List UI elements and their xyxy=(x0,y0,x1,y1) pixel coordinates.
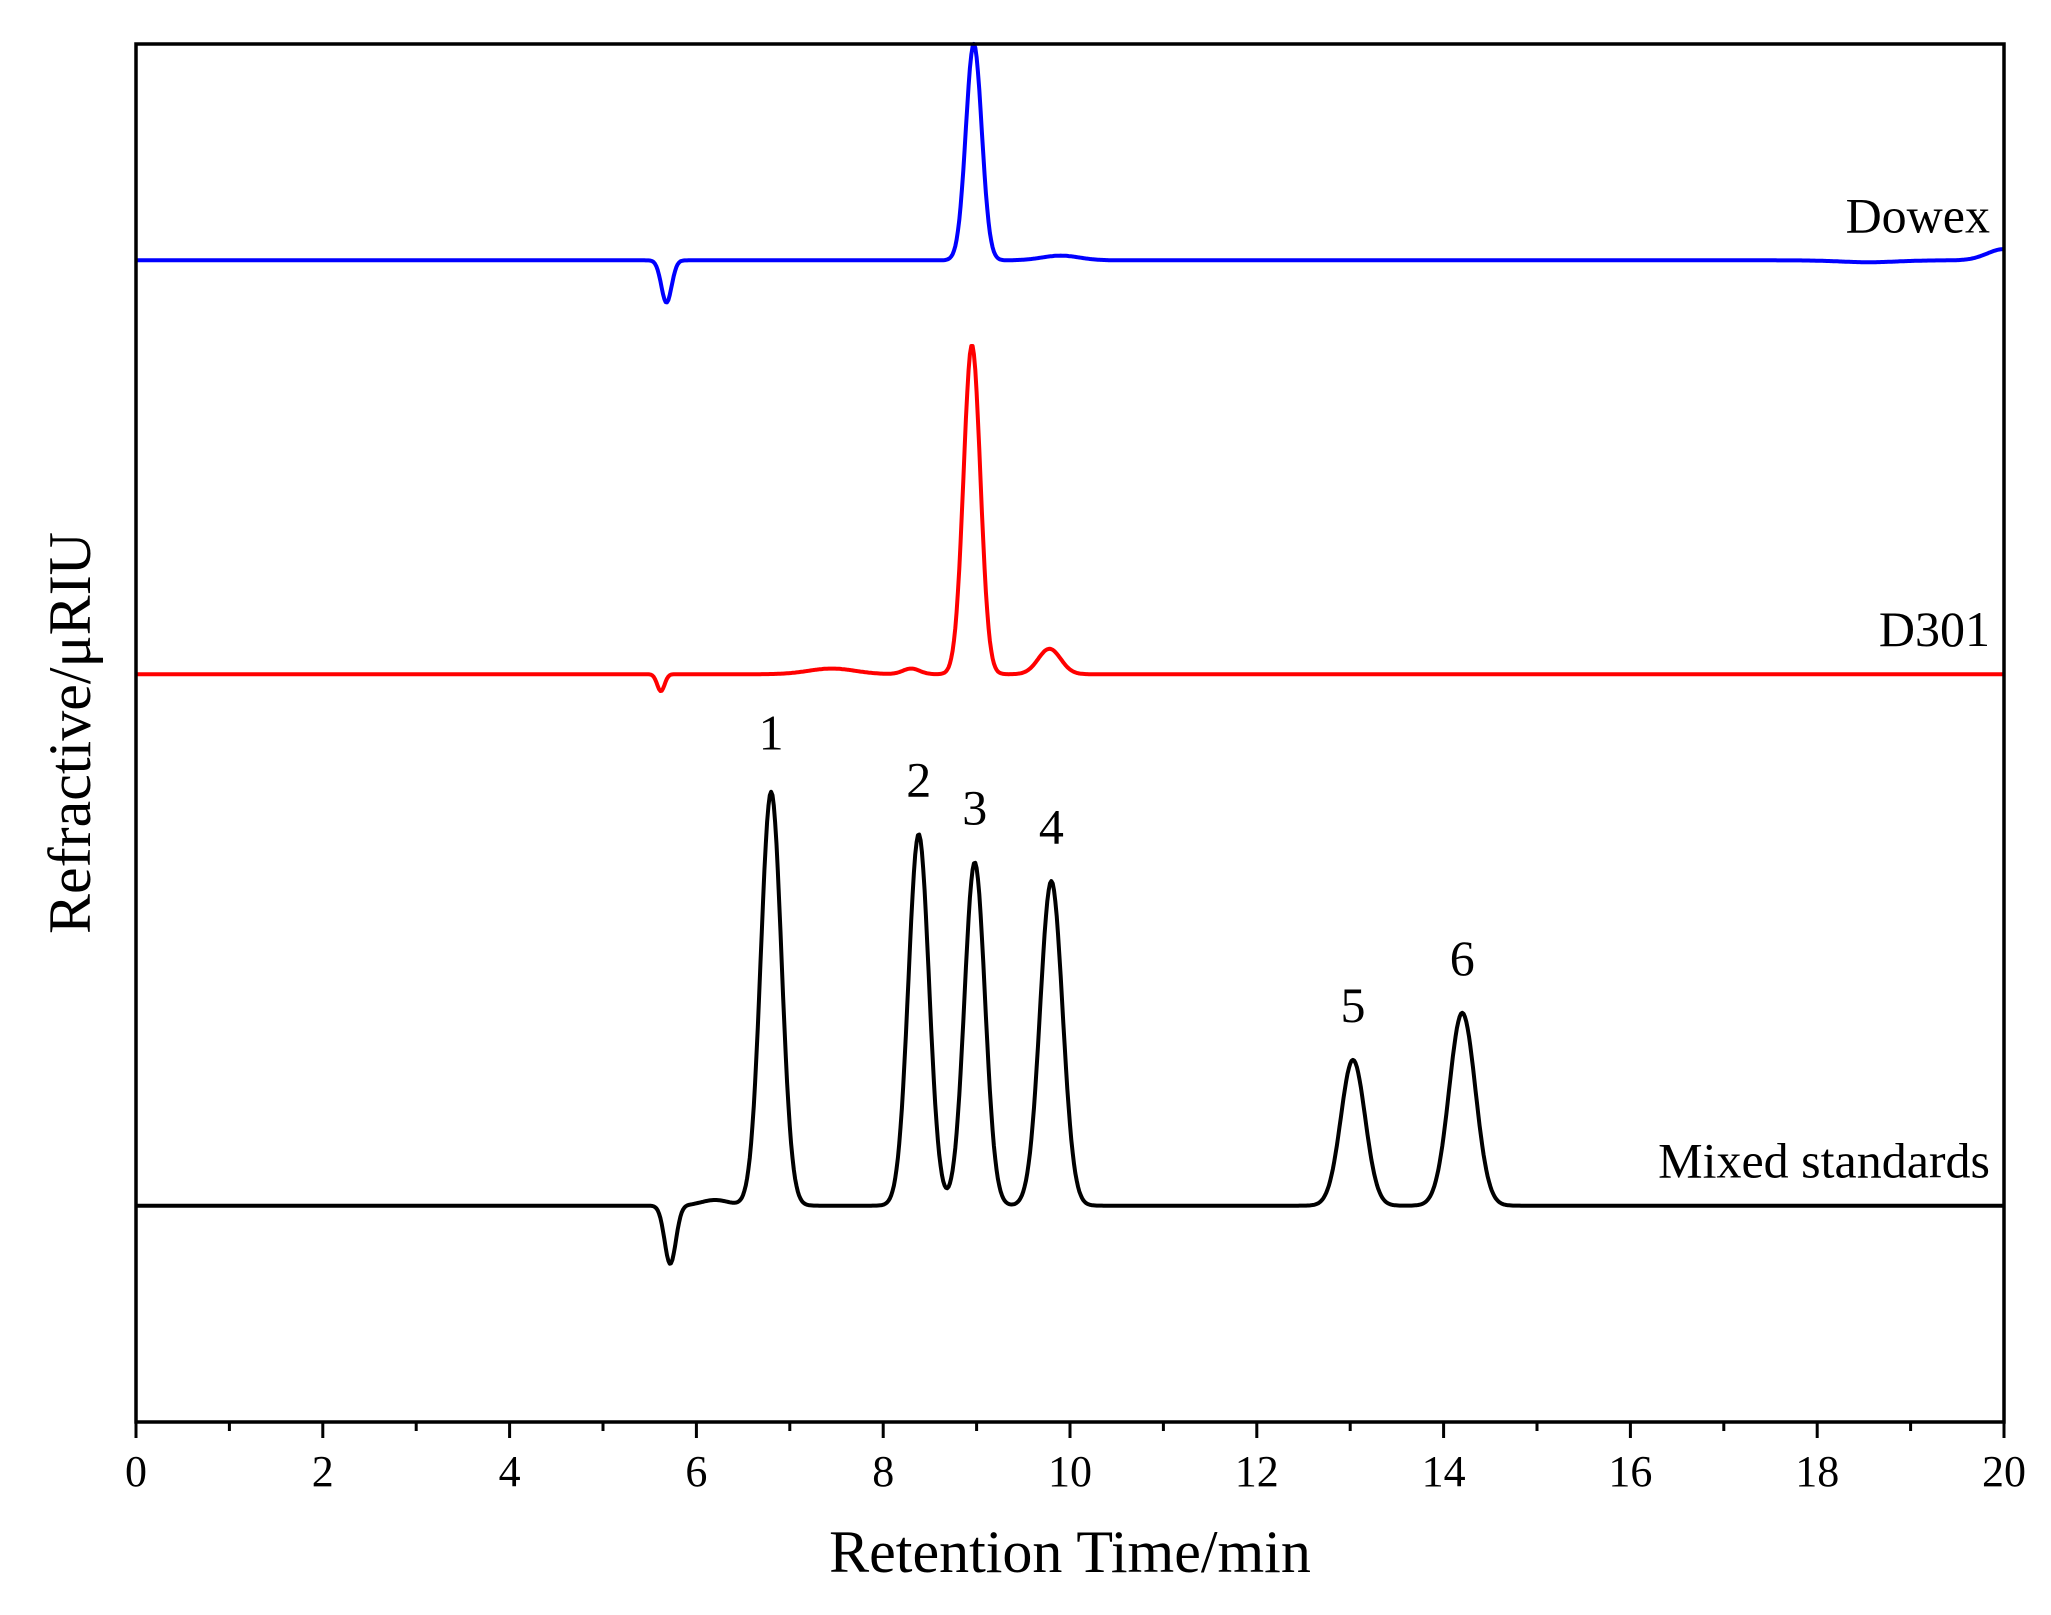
peak-label-3: 3 xyxy=(962,780,987,836)
series-label-dowex: Dowex xyxy=(1846,187,1990,243)
x-tick-label: 18 xyxy=(1795,1447,1839,1496)
x-axis-ticks: 0 2 4 6 8 10 12 14 16 18 20 xyxy=(125,1422,2026,1496)
x-tick-label: 20 xyxy=(1982,1447,2026,1496)
x-tick-label: 10 xyxy=(1048,1447,1092,1496)
series-line-mixed-standards xyxy=(135,789,2005,1266)
annotations-layer: Dowex D301 Mixed standards 1 23 4 5 6 xyxy=(759,187,1990,1188)
x-tick-label: 8 xyxy=(872,1447,894,1496)
series-label-mixed-standards: Mixed standards xyxy=(1658,1133,1990,1189)
x-tick-label: 16 xyxy=(1608,1447,1652,1496)
peak-label-6: 6 xyxy=(1450,930,1475,986)
x-axis-title: Retention Time/min xyxy=(829,1519,1311,1585)
series-line-dowex xyxy=(135,42,2005,305)
x-tick-label: 14 xyxy=(1422,1447,1466,1496)
peak-label-1: 1 xyxy=(759,704,784,760)
peak-label-4: 4 xyxy=(1039,799,1064,855)
y-axis-title: Refractive/μRIU xyxy=(37,532,103,934)
series-layer xyxy=(135,42,2005,1266)
x-tick-label: 4 xyxy=(499,1447,521,1496)
x-tick-label: 0 xyxy=(125,1447,147,1496)
peak-label-5: 5 xyxy=(1341,977,1366,1033)
series-label-d301: D301 xyxy=(1879,601,1990,657)
x-tick-label: 2 xyxy=(312,1447,334,1496)
peak-label-2: 2 xyxy=(906,751,931,807)
x-tick-label: 12 xyxy=(1235,1447,1279,1496)
x-tick-label: 6 xyxy=(685,1447,707,1496)
series-line-d301 xyxy=(135,344,2005,693)
